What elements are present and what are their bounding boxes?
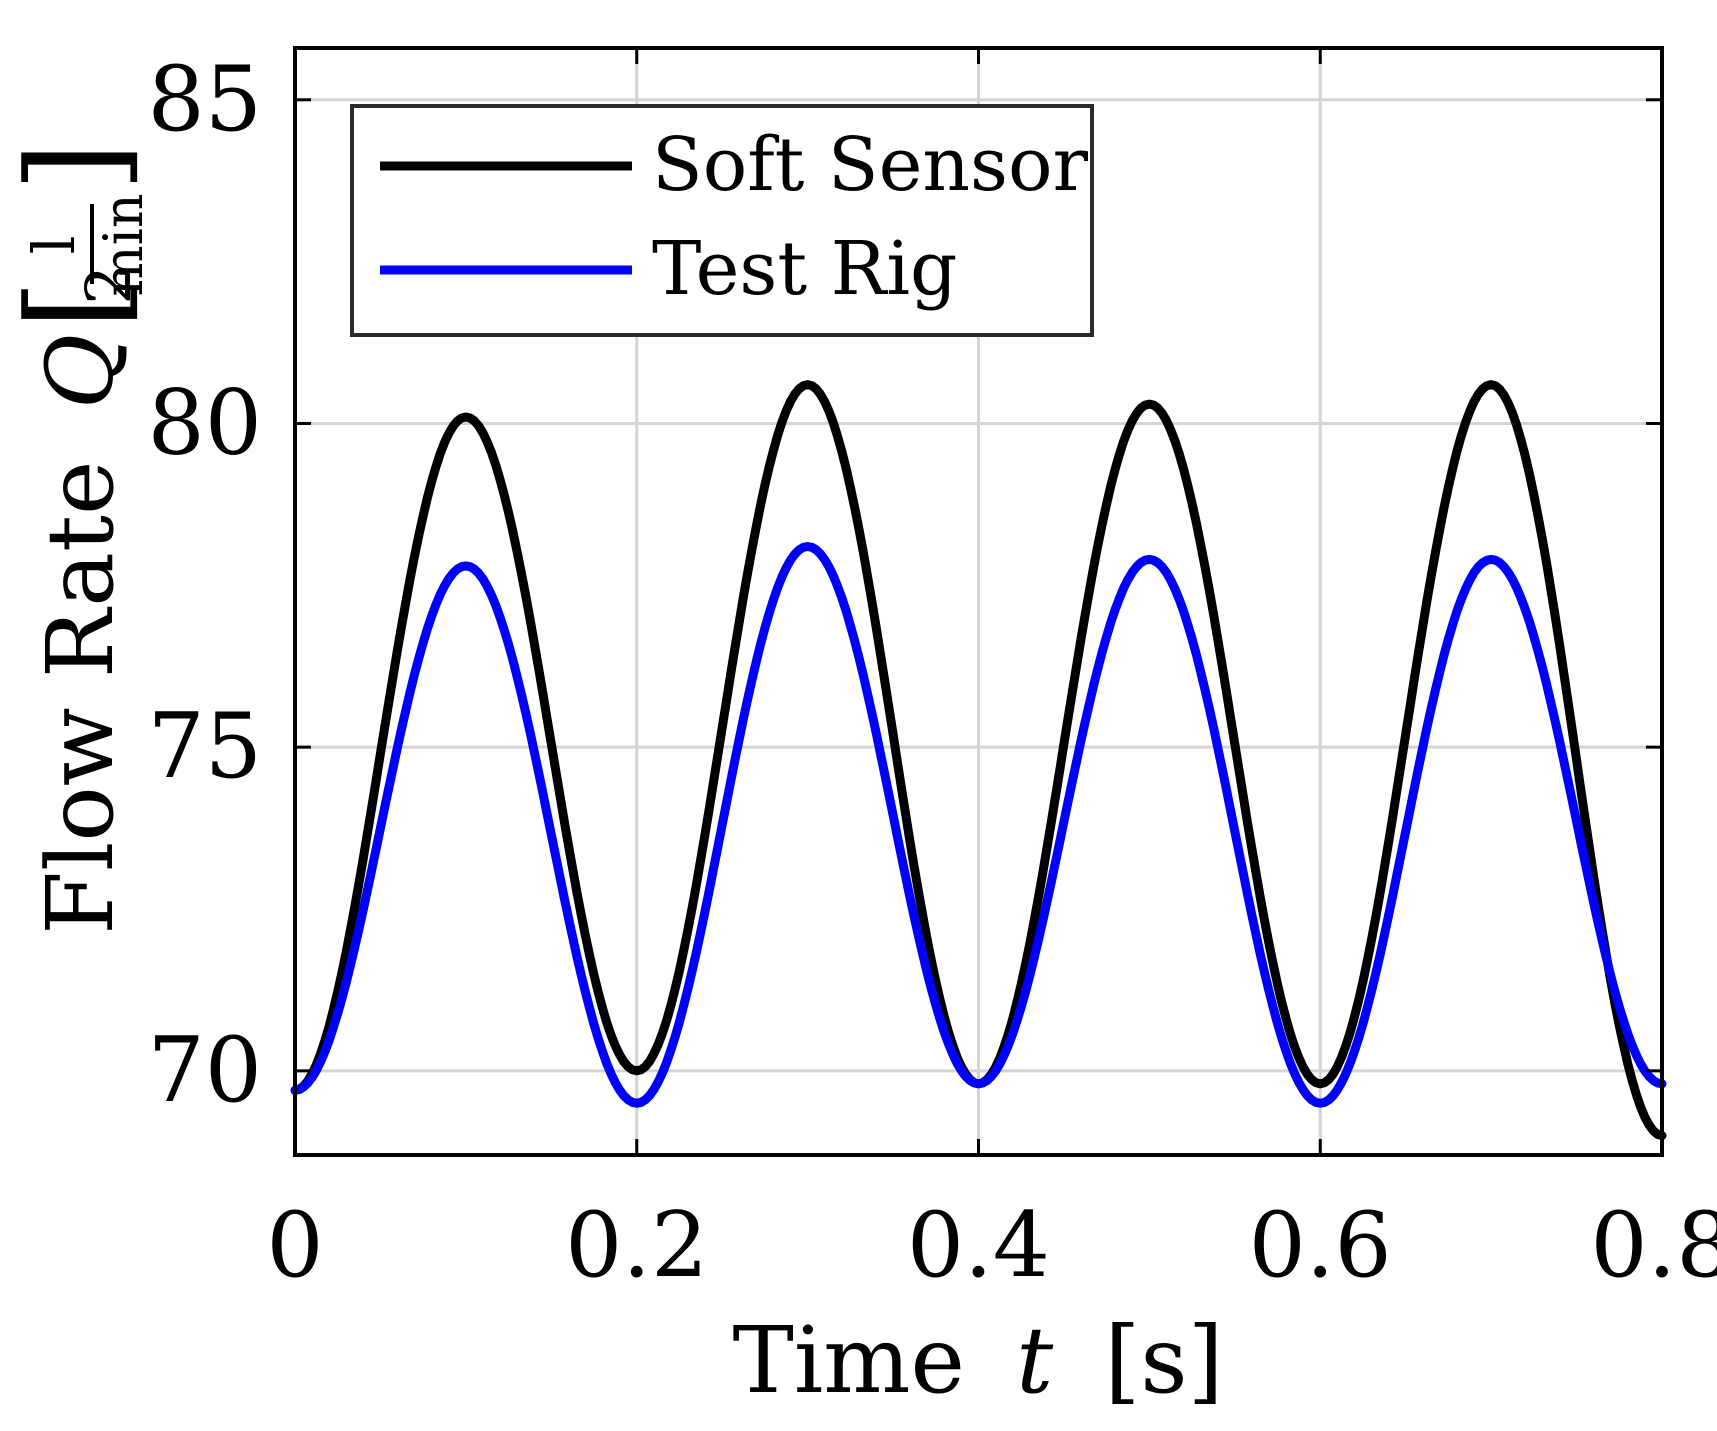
y-axis-label-text: Flow Rate (27, 461, 134, 935)
x-axis-label: Time t [s] (733, 1307, 1224, 1414)
x-axis-label-var: t (1016, 1307, 1054, 1414)
y-axis-unit-bracket-left: [ (0, 279, 151, 330)
series-line-test-rig (290, 542, 1667, 1108)
svg-text:Flow Rate Q 2: Flow Rate Q 2 (27, 265, 145, 935)
y-tick-label: 80 (147, 370, 262, 475)
x-tick-label: 0.6 (1249, 1193, 1392, 1298)
x-tick-label: 0 (266, 1193, 323, 1298)
y-axis-label-sub: 2 (72, 265, 145, 304)
legend-label-soft-sensor: Soft Sensor (652, 122, 1089, 208)
legend-label-test-rig: Test Rig (652, 226, 957, 312)
series-lines (290, 380, 1667, 1141)
x-axis-label-unit: [s] (1104, 1307, 1223, 1414)
tick-labels: 0 0.2 0.4 0.6 0.8 70 75 80 85 (147, 47, 1717, 1298)
y-axis-unit-denominator: min (92, 193, 155, 296)
x-axis-label-text: Time (733, 1307, 965, 1414)
y-axis-unit-bracket-right: ] (0, 141, 151, 192)
y-tick-label: 70 (147, 1018, 262, 1123)
y-axis-unit-numerator: l (20, 236, 88, 255)
y-tick-label: 85 (147, 47, 262, 152)
axis-ticks (293, 48, 1664, 1155)
x-tick-label: 0.2 (565, 1193, 708, 1298)
y-tick-label: 75 (147, 694, 262, 799)
y-axis-label-var: Q (27, 334, 134, 409)
y-axis-label: Flow Rate Q 2 [ l min ] (0, 141, 155, 935)
x-tick-label: 0.4 (907, 1193, 1050, 1298)
legend: Soft Sensor Test Rig (350, 104, 1094, 337)
legend-box (350, 104, 1094, 337)
x-tick-label: 0.8 (1590, 1193, 1717, 1298)
